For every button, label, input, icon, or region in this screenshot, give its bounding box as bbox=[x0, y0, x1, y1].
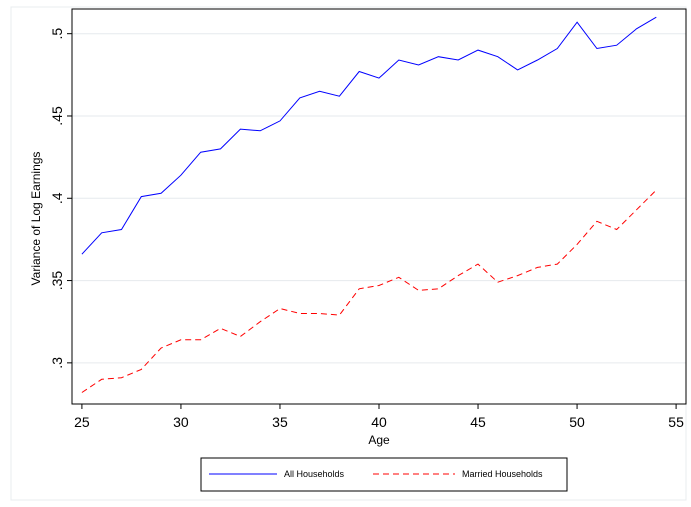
x-tick-label: 55 bbox=[668, 414, 684, 430]
x-axis-label: Age bbox=[368, 433, 390, 447]
y-tick-label: .35 bbox=[49, 271, 65, 291]
x-tick-label: 25 bbox=[74, 414, 90, 430]
x-tick-label: 40 bbox=[371, 414, 387, 430]
x-tick-label: 50 bbox=[569, 414, 585, 430]
x-tick-label: 30 bbox=[173, 414, 189, 430]
x-tick-label: 35 bbox=[272, 414, 288, 430]
series-line-all-households bbox=[81, 16, 657, 255]
y-axis-ticks: .3 .35 .4 .45 .5 bbox=[49, 28, 72, 369]
legend: All Households Married Households bbox=[200, 457, 568, 492]
y-tick-label: .5 bbox=[49, 28, 65, 40]
legend-label-married-households: Married Households bbox=[462, 469, 543, 479]
series-line-married-households bbox=[81, 189, 657, 393]
y-tick-label: .45 bbox=[49, 106, 65, 126]
grid-lines bbox=[72, 33, 686, 364]
series-lines bbox=[81, 16, 657, 393]
y-tick-label: .4 bbox=[49, 192, 65, 204]
x-tick-label: 45 bbox=[470, 414, 486, 430]
x-axis-ticks: 25 30 35 40 45 50 55 bbox=[74, 404, 684, 430]
legend-label-all-households: All Households bbox=[284, 469, 345, 479]
y-tick-label: .3 bbox=[49, 357, 65, 369]
y-axis-label: Variance of Log Earnings bbox=[29, 152, 43, 286]
